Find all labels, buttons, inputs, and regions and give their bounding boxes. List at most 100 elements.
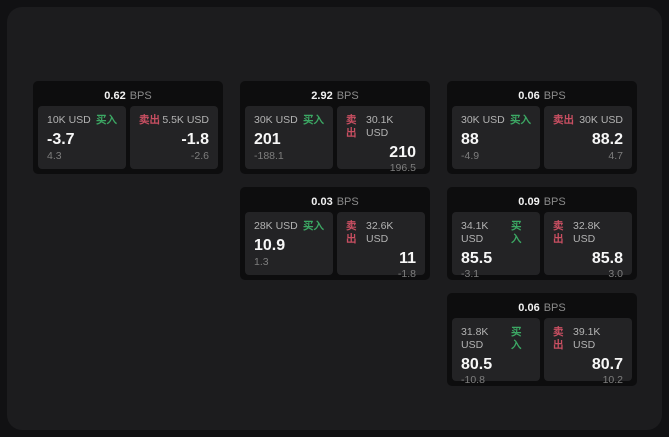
quote-card[interactable]: 0.62 BPS 10K USD 买入 -3.7 4.3 卖出 5.5K USD… <box>33 81 223 174</box>
sell-sub-value: 3.0 <box>608 268 623 280</box>
buy-panel[interactable]: 10K USD 买入 -3.7 4.3 <box>38 106 126 169</box>
buy-panel[interactable]: 34.1K USD 买入 85.5 -3.1 <box>452 212 540 280</box>
buy-top-row: 10K USD 买入 <box>47 114 117 127</box>
sell-side-label: 卖出 <box>346 220 357 245</box>
sell-quote-value: 85.8 <box>591 250 623 267</box>
bps-value: 2.92 <box>311 89 333 102</box>
app-window: 0.62 BPS 10K USD 买入 -3.7 4.3 卖出 5.5K USD… <box>7 7 662 430</box>
sell-amount: 39.1K USD <box>572 326 601 351</box>
bps-suffix-label: BPS <box>543 301 566 314</box>
buy-quote-value: 85.5 <box>461 250 493 267</box>
buy-panel[interactable]: 30K USD 买入 88 -4.9 <box>452 106 540 169</box>
buy-panel[interactable]: 31.8K USD 买入 80.5 -10.8 <box>452 318 540 386</box>
buy-top-row: 34.1K USD 买入 <box>461 220 531 246</box>
sell-sub-value: 10.2 <box>602 374 623 386</box>
buy-top-row: 30K USD 买入 <box>254 114 324 127</box>
bps-suffix-label: BPS <box>543 195 566 208</box>
card-bps-header: 0.62 BPS <box>38 85 218 106</box>
buy-sell-panels: 10K USD 买入 -3.7 4.3 卖出 5.5K USD -1.8 -2.… <box>38 106 218 169</box>
buy-side-label: 买入 <box>303 114 324 126</box>
quote-card[interactable]: 2.92 BPS 30K USD 买入 201 -188.1 卖出 30.1K … <box>240 81 430 174</box>
card-bps-header: 2.92 BPS <box>245 85 425 106</box>
sell-sub-value: -2.6 <box>190 150 209 162</box>
sell-quote-value: 210 <box>389 144 416 161</box>
buy-amount: 30K USD <box>254 114 298 126</box>
sell-quote-value: 11 <box>399 250 416 267</box>
buy-quote-value: 80.5 <box>461 356 493 373</box>
bps-suffix-label: BPS <box>543 89 566 102</box>
quote-cards-grid: 0.62 BPS 10K USD 买入 -3.7 4.3 卖出 5.5K USD… <box>33 81 637 386</box>
sell-panel[interactable]: 卖出 32.6K USD 11 -1.8 <box>337 212 425 280</box>
buy-sell-panels: 34.1K USD 买入 85.5 -3.1 卖出 32.8K USD 85.8… <box>452 212 632 280</box>
sell-amount: 30K USD <box>579 114 623 126</box>
sell-side-label: 卖出 <box>553 114 574 126</box>
bps-value: 0.09 <box>518 195 540 208</box>
buy-sell-panels: 31.8K USD 买入 80.5 -10.8 卖出 39.1K USD 80.… <box>452 318 632 386</box>
sell-sub-value: -1.8 <box>397 268 416 280</box>
sell-top-row: 卖出 39.1K USD <box>553 326 623 352</box>
buy-sub-value: -3.1 <box>461 268 480 280</box>
sell-amount: 5.5K USD <box>162 114 209 126</box>
buy-quote-value: 88 <box>461 131 479 148</box>
buy-amount: 31.8K USD <box>461 326 489 351</box>
buy-top-row: 28K USD 买入 <box>254 220 324 233</box>
buy-side-label: 买入 <box>511 220 522 245</box>
buy-sub-value: 1.3 <box>254 256 269 268</box>
sell-side-label: 卖出 <box>139 114 160 126</box>
buy-amount: 30K USD <box>461 114 505 126</box>
buy-sub-value: -10.8 <box>461 374 485 386</box>
buy-quote-value: 10.9 <box>254 237 286 254</box>
sell-sub-value: 4.7 <box>608 150 623 162</box>
buy-top-row: 30K USD 买入 <box>461 114 531 127</box>
sell-amount: 32.6K USD <box>365 220 394 245</box>
buy-top-row: 31.8K USD 买入 <box>461 326 531 352</box>
sell-amount: 32.8K USD <box>572 220 601 245</box>
buy-quote-value: -3.7 <box>47 131 75 148</box>
sell-quote-value: 88.2 <box>591 131 623 148</box>
sell-top-row: 卖出 32.8K USD <box>553 220 623 246</box>
card-bps-header: 0.09 BPS <box>452 191 632 212</box>
sell-panel[interactable]: 卖出 30.1K USD 210 196.5 <box>337 106 425 174</box>
card-bps-header: 0.06 BPS <box>452 297 632 318</box>
buy-amount: 10K USD <box>47 114 91 126</box>
bps-suffix-label: BPS <box>336 89 359 102</box>
buy-sub-value: 4.3 <box>47 150 62 162</box>
buy-side-label: 买入 <box>511 326 522 351</box>
buy-amount: 28K USD <box>254 220 298 232</box>
sell-panel[interactable]: 卖出 30K USD 88.2 4.7 <box>544 106 632 169</box>
buy-sell-panels: 28K USD 买入 10.9 1.3 卖出 32.6K USD 11 -1.8 <box>245 212 425 280</box>
sell-top-row: 卖出 30.1K USD <box>346 114 416 140</box>
sell-quote-value: -1.8 <box>181 131 209 148</box>
quote-card[interactable]: 0.06 BPS 30K USD 买入 88 -4.9 卖出 30K USD 8… <box>447 81 637 174</box>
quote-card[interactable]: 0.03 BPS 28K USD 买入 10.9 1.3 卖出 32.6K US… <box>240 187 430 280</box>
sell-panel[interactable]: 卖出 32.8K USD 85.8 3.0 <box>544 212 632 280</box>
sell-top-row: 卖出 32.6K USD <box>346 220 416 246</box>
buy-sell-panels: 30K USD 买入 201 -188.1 卖出 30.1K USD 210 1… <box>245 106 425 174</box>
sell-side-label: 卖出 <box>346 114 357 139</box>
sell-panel[interactable]: 卖出 39.1K USD 80.7 10.2 <box>544 318 632 386</box>
bps-suffix-label: BPS <box>336 195 359 208</box>
buy-quote-value: 201 <box>254 131 281 148</box>
bps-value: 0.62 <box>104 89 126 102</box>
buy-side-label: 买入 <box>96 114 117 126</box>
buy-amount: 34.1K USD <box>461 220 489 245</box>
buy-side-label: 买入 <box>510 114 531 126</box>
quote-card[interactable]: 0.09 BPS 34.1K USD 买入 85.5 -3.1 卖出 32.8K… <box>447 187 637 280</box>
bps-value: 0.03 <box>311 195 333 208</box>
sell-amount: 30.1K USD <box>365 114 394 139</box>
sell-sub-value: 196.5 <box>389 162 416 174</box>
buy-panel[interactable]: 28K USD 买入 10.9 1.3 <box>245 212 333 275</box>
quote-card[interactable]: 0.06 BPS 31.8K USD 买入 80.5 -10.8 卖出 39.1… <box>447 293 637 386</box>
bps-suffix-label: BPS <box>129 89 152 102</box>
bps-value: 0.06 <box>518 89 540 102</box>
buy-panel[interactable]: 30K USD 买入 201 -188.1 <box>245 106 333 169</box>
sell-top-row: 卖出 5.5K USD <box>139 114 209 127</box>
buy-side-label: 买入 <box>303 220 324 232</box>
card-bps-header: 0.03 BPS <box>245 191 425 212</box>
buy-sub-value: -188.1 <box>254 150 284 162</box>
card-bps-header: 0.06 BPS <box>452 85 632 106</box>
sell-top-row: 卖出 30K USD <box>553 114 623 127</box>
sell-side-label: 卖出 <box>553 220 564 245</box>
sell-panel[interactable]: 卖出 5.5K USD -1.8 -2.6 <box>130 106 218 169</box>
buy-sub-value: -4.9 <box>461 150 480 162</box>
